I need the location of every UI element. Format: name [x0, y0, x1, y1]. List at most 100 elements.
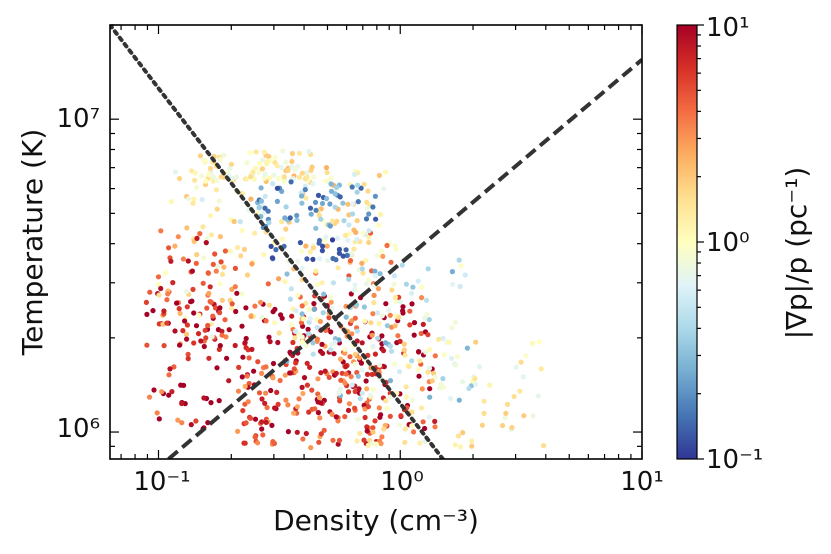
data-point-5	[349, 331, 355, 337]
data-point-715	[280, 148, 286, 154]
data-point-515	[232, 265, 238, 271]
data-point-125	[419, 295, 425, 301]
data-point-870	[342, 346, 348, 352]
data-point-738	[294, 212, 300, 219]
reference-line-dotted	[110, 25, 445, 459]
data-point-526	[301, 316, 307, 322]
data-point-843	[440, 376, 446, 382]
data-point-508	[263, 318, 269, 324]
data-point-468	[209, 333, 215, 340]
data-point-117	[326, 315, 332, 321]
data-point-689	[248, 174, 254, 180]
data-point-412	[352, 315, 358, 321]
data-point-596	[346, 222, 352, 228]
data-point-1013	[193, 260, 199, 266]
data-point-214	[224, 355, 230, 361]
data-point-548	[199, 197, 205, 203]
data-point-448	[266, 302, 272, 308]
data-point-819	[384, 323, 390, 329]
data-point-875	[310, 340, 316, 346]
data-point-854	[387, 378, 394, 384]
data-point-536	[303, 243, 309, 249]
data-point-413	[265, 281, 271, 287]
data-point-197	[269, 422, 275, 428]
data-point-853	[337, 386, 343, 392]
data-point-816	[311, 306, 317, 312]
data-point-574	[323, 165, 330, 171]
colorbar-tick-label-0: 10¹	[706, 13, 750, 43]
data-point-918	[418, 405, 425, 411]
data-point-230	[303, 430, 309, 437]
data-point-970	[415, 366, 421, 372]
data-point-811	[448, 355, 455, 362]
data-point-432	[229, 286, 235, 292]
data-point-585	[190, 200, 196, 206]
data-point-976	[409, 409, 415, 415]
data-point-842	[292, 328, 299, 334]
data-point-651	[303, 170, 309, 176]
data-point-121	[289, 313, 295, 319]
data-point-299	[326, 374, 332, 380]
data-point-701	[276, 175, 282, 182]
data-point-781	[307, 205, 314, 211]
data-point-445	[376, 320, 382, 327]
x-tick-label-1: 10⁰	[380, 467, 424, 497]
data-point-833	[440, 335, 446, 341]
data-point-881	[372, 273, 378, 279]
data-point-391	[261, 252, 267, 258]
data-point-200	[235, 388, 242, 394]
data-point-751	[349, 184, 355, 190]
data-point-675	[306, 148, 312, 154]
data-point-809	[304, 343, 310, 349]
data-point-766	[294, 217, 300, 223]
data-point-528	[252, 230, 258, 236]
data-point-609	[176, 176, 183, 182]
data-point-879	[377, 271, 383, 277]
data-point-332	[345, 389, 352, 395]
data-point-941	[397, 422, 403, 428]
data-point-376	[291, 410, 297, 416]
data-point-169	[178, 382, 184, 388]
data-point-952	[373, 441, 379, 447]
data-point-360	[263, 364, 269, 370]
data-point-648	[231, 218, 237, 225]
x-tick-label-0: 10⁻¹	[133, 467, 190, 497]
y-tick-label-0: 10⁶	[56, 414, 100, 444]
data-point-921	[517, 388, 523, 394]
data-point-326	[256, 390, 263, 396]
x-tick-label-2: 10¹	[620, 467, 664, 497]
colorbar-title: |∇p|/p (pc⁻¹)	[780, 167, 813, 340]
data-point-694	[261, 149, 267, 155]
data-point-803	[462, 272, 468, 278]
data-point-575	[342, 232, 348, 238]
data-point-791	[354, 328, 360, 334]
data-point-131	[156, 416, 162, 422]
data-point-782	[318, 216, 324, 222]
data-point-63	[151, 387, 157, 393]
data-point-347	[246, 355, 252, 361]
data-point-808	[307, 316, 313, 322]
data-point-883	[457, 283, 463, 290]
data-point-359	[318, 400, 324, 406]
data-point-458	[384, 242, 390, 249]
data-point-343	[379, 434, 385, 440]
data-point-722	[229, 175, 235, 181]
data-point-710	[292, 167, 298, 173]
data-point-780	[258, 198, 264, 204]
data-point-995	[189, 268, 195, 274]
data-point-34	[146, 394, 153, 400]
data-point-810	[426, 317, 432, 323]
data-point-457	[257, 299, 264, 305]
data-point-486	[229, 305, 235, 311]
data-point-492	[359, 260, 365, 266]
data-point-798	[449, 269, 455, 275]
data-point-793	[415, 278, 421, 284]
data-point-243	[381, 364, 387, 370]
data-point-972	[383, 398, 389, 404]
data-point-193	[150, 308, 156, 314]
data-point-262	[267, 339, 273, 345]
data-point-561	[279, 236, 285, 242]
data-point-462	[366, 234, 372, 240]
data-point-622	[383, 169, 389, 175]
data-point-470	[325, 257, 331, 264]
